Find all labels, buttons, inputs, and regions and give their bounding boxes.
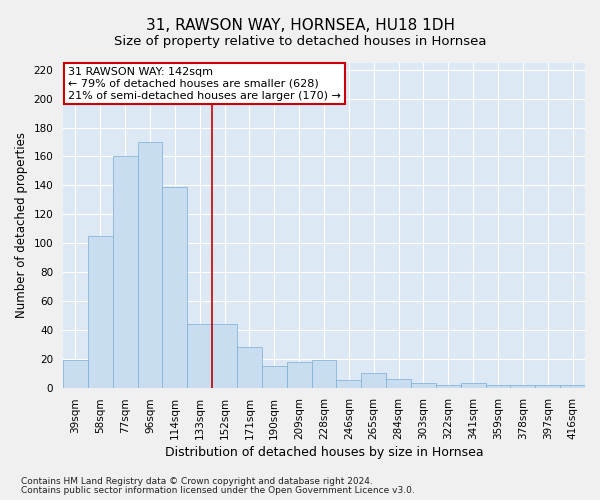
Bar [237,347,262,388]
Bar [535,384,560,388]
Text: Contains public sector information licensed under the Open Government Licence v3: Contains public sector information licen… [21,486,415,495]
Bar [311,360,337,388]
Bar [485,384,511,388]
Bar [88,236,113,388]
Text: Contains HM Land Registry data © Crown copyright and database right 2024.: Contains HM Land Registry data © Crown c… [21,477,373,486]
Bar [163,186,187,388]
Bar [212,324,237,388]
Bar [461,383,485,388]
Bar [560,384,585,388]
Bar [187,324,212,388]
X-axis label: Distribution of detached houses by size in Hornsea: Distribution of detached houses by size … [164,446,484,460]
Bar [63,360,88,388]
Bar [386,379,411,388]
Bar [361,373,386,388]
Text: Size of property relative to detached houses in Hornsea: Size of property relative to detached ho… [114,35,486,48]
Bar [287,362,311,388]
Bar [411,383,436,388]
Bar [436,384,461,388]
Bar [113,156,137,388]
Text: 31, RAWSON WAY, HORNSEA, HU18 1DH: 31, RAWSON WAY, HORNSEA, HU18 1DH [146,18,455,32]
Bar [262,366,287,388]
Text: 31 RAWSON WAY: 142sqm
← 79% of detached houses are smaller (628)
21% of semi-det: 31 RAWSON WAY: 142sqm ← 79% of detached … [68,68,341,100]
Bar [137,142,163,388]
Bar [511,384,535,388]
Y-axis label: Number of detached properties: Number of detached properties [15,132,28,318]
Bar [337,380,361,388]
